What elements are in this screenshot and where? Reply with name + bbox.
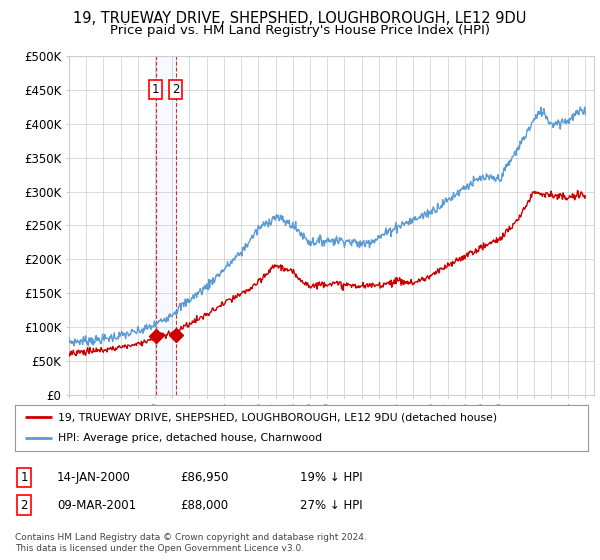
Text: £86,950: £86,950 bbox=[180, 471, 229, 484]
Text: Contains HM Land Registry data © Crown copyright and database right 2024.
This d: Contains HM Land Registry data © Crown c… bbox=[15, 533, 367, 553]
Bar bbox=[156, 56, 176, 395]
Text: 09-MAR-2001: 09-MAR-2001 bbox=[57, 498, 136, 512]
Text: 27% ↓ HPI: 27% ↓ HPI bbox=[300, 498, 362, 512]
Text: 2: 2 bbox=[172, 83, 179, 96]
Text: Price paid vs. HM Land Registry's House Price Index (HPI): Price paid vs. HM Land Registry's House … bbox=[110, 24, 490, 36]
Text: 19, TRUEWAY DRIVE, SHEPSHED, LOUGHBOROUGH, LE12 9DU (detached house): 19, TRUEWAY DRIVE, SHEPSHED, LOUGHBOROUG… bbox=[58, 412, 497, 422]
Text: 2: 2 bbox=[20, 498, 28, 512]
Text: 1: 1 bbox=[20, 471, 28, 484]
Text: 1: 1 bbox=[152, 83, 160, 96]
Text: 14-JAN-2000: 14-JAN-2000 bbox=[57, 471, 131, 484]
Text: 19, TRUEWAY DRIVE, SHEPSHED, LOUGHBOROUGH, LE12 9DU: 19, TRUEWAY DRIVE, SHEPSHED, LOUGHBOROUG… bbox=[73, 11, 527, 26]
Text: £88,000: £88,000 bbox=[180, 498, 228, 512]
Text: HPI: Average price, detached house, Charnwood: HPI: Average price, detached house, Char… bbox=[58, 433, 322, 444]
Text: 19% ↓ HPI: 19% ↓ HPI bbox=[300, 471, 362, 484]
